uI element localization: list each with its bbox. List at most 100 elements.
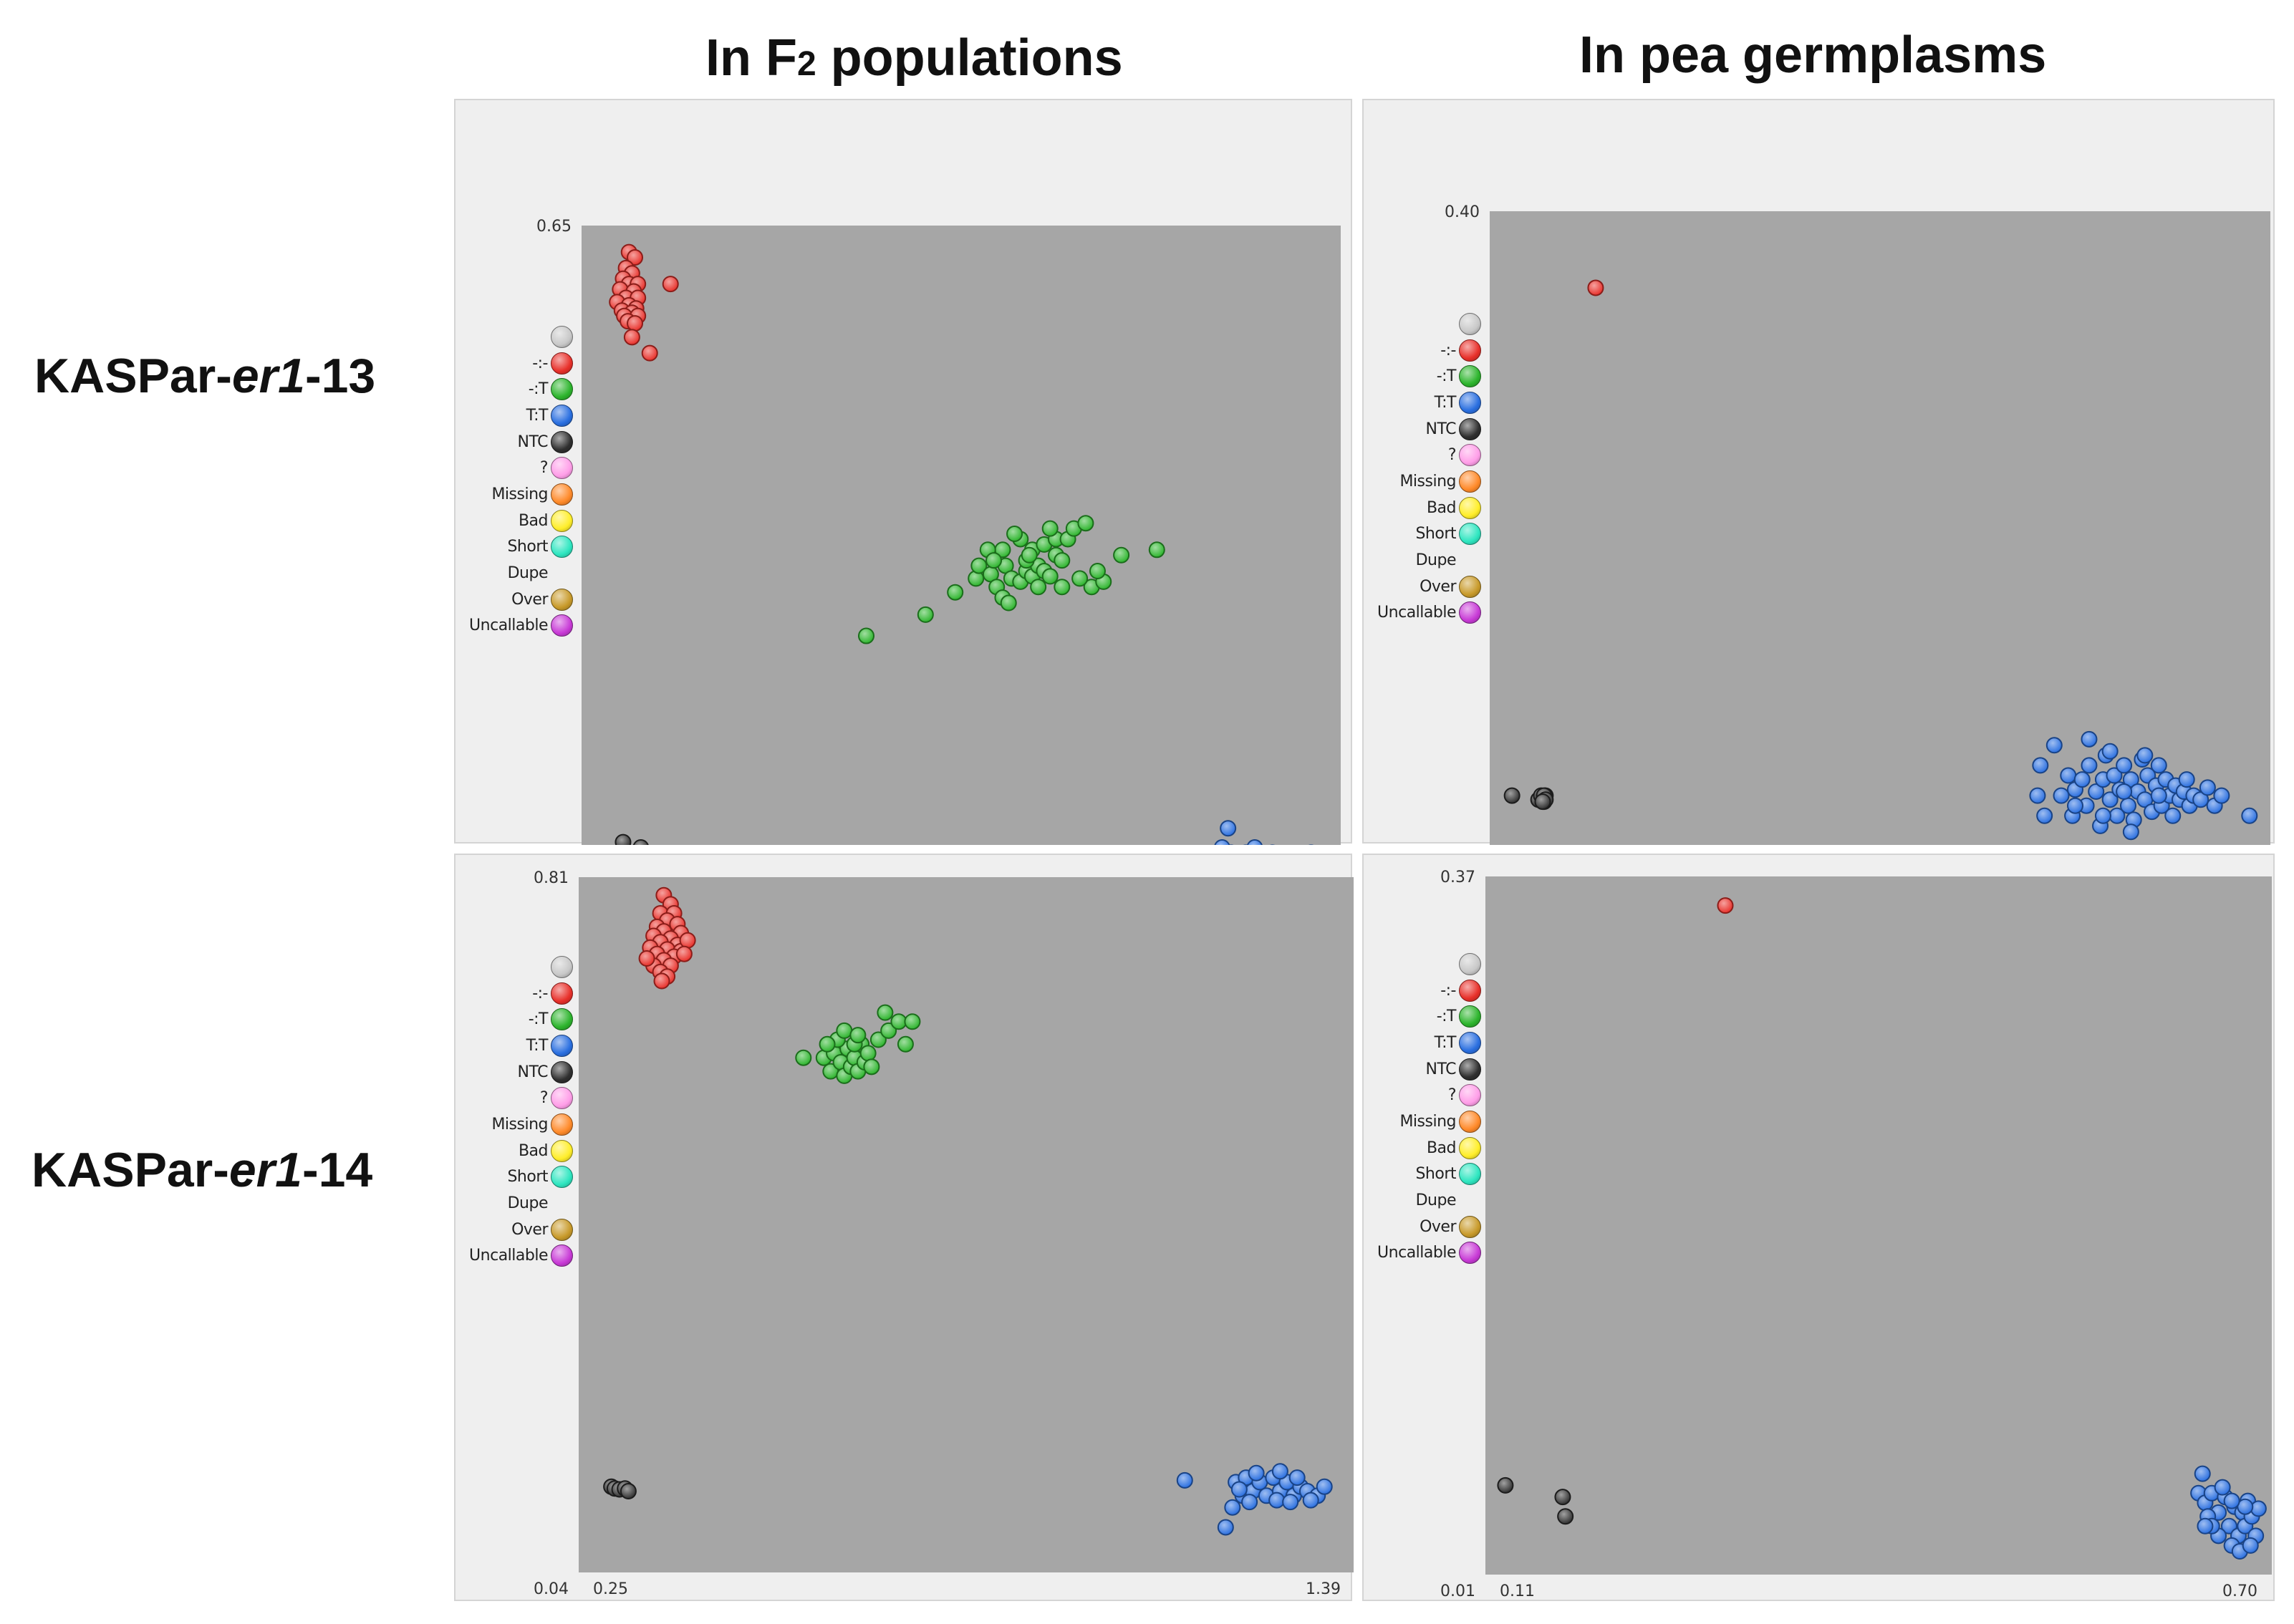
data-point[interactable] bbox=[836, 1022, 853, 1039]
data-point[interactable] bbox=[877, 1004, 894, 1021]
data-point[interactable] bbox=[1217, 1519, 1234, 1536]
legend-item[interactable] bbox=[1364, 951, 1481, 977]
data-point[interactable] bbox=[917, 606, 934, 623]
legend-item[interactable]: Uncallable bbox=[456, 613, 573, 639]
data-point[interactable] bbox=[1000, 594, 1017, 612]
data-point[interactable] bbox=[2150, 787, 2167, 804]
data-point[interactable] bbox=[620, 1483, 637, 1500]
data-point[interactable] bbox=[1241, 1494, 1258, 1511]
legend-item[interactable]: NTC bbox=[456, 429, 573, 455]
data-point[interactable] bbox=[890, 1013, 907, 1030]
legend-item[interactable]: -:- bbox=[1364, 337, 1481, 364]
legend-item[interactable]: T:T bbox=[456, 402, 573, 429]
legend-item[interactable]: ? bbox=[456, 455, 573, 481]
data-point[interactable] bbox=[1054, 552, 1071, 569]
legend-item[interactable]: Missing bbox=[1364, 468, 1481, 495]
data-point[interactable] bbox=[2067, 797, 2083, 814]
data-point[interactable] bbox=[2223, 1492, 2240, 1509]
data-point[interactable] bbox=[985, 552, 1003, 569]
legend-item[interactable]: -:T bbox=[456, 376, 573, 402]
data-point[interactable] bbox=[2088, 783, 2105, 801]
data-point[interactable] bbox=[2197, 1517, 2214, 1534]
data-point[interactable] bbox=[1148, 541, 1165, 559]
data-point[interactable] bbox=[2122, 771, 2139, 788]
data-point[interactable] bbox=[1230, 1481, 1248, 1498]
data-point[interactable] bbox=[1021, 546, 1038, 564]
legend-item[interactable]: NTC bbox=[1364, 416, 1481, 443]
data-point[interactable] bbox=[1503, 787, 1521, 804]
data-point[interactable] bbox=[2178, 771, 2195, 788]
data-point[interactable] bbox=[1288, 1469, 1306, 1487]
legend-item[interactable]: Over bbox=[1364, 1214, 1481, 1240]
data-point[interactable] bbox=[1316, 1478, 1333, 1495]
data-point[interactable] bbox=[2101, 743, 2119, 760]
legend-item[interactable]: -:T bbox=[1364, 1003, 1481, 1030]
data-point[interactable] bbox=[2081, 730, 2098, 748]
legend-item[interactable]: Missing bbox=[456, 1111, 573, 1138]
data-point[interactable] bbox=[2094, 807, 2111, 824]
legend-item[interactable]: -:T bbox=[456, 1006, 573, 1033]
legend-item[interactable]: ? bbox=[456, 1085, 573, 1111]
data-point[interactable] bbox=[1041, 568, 1059, 585]
data-point[interactable] bbox=[2192, 791, 2209, 808]
data-point[interactable] bbox=[679, 932, 696, 949]
data-point[interactable] bbox=[2119, 797, 2136, 814]
legend-item[interactable]: Uncallable bbox=[1364, 600, 1481, 627]
data-point[interactable] bbox=[947, 584, 964, 601]
legend-item[interactable]: Dupe bbox=[1364, 1187, 1481, 1214]
legend-item[interactable]: Dupe bbox=[1364, 547, 1481, 574]
data-point[interactable] bbox=[2214, 1479, 2231, 1496]
data-point[interactable] bbox=[2101, 791, 2119, 808]
data-point[interactable] bbox=[1557, 1508, 1574, 1525]
legend-item[interactable]: -:- bbox=[456, 350, 573, 377]
data-point[interactable] bbox=[1089, 563, 1106, 579]
legend-item[interactable]: -:- bbox=[1364, 977, 1481, 1004]
legend-item[interactable]: Short bbox=[456, 534, 573, 561]
legend-item[interactable] bbox=[456, 954, 573, 980]
data-point[interactable] bbox=[1268, 1492, 1286, 1509]
legend-item[interactable]: T:T bbox=[1364, 1030, 1481, 1056]
data-point[interactable] bbox=[1587, 279, 1604, 296]
data-point[interactable] bbox=[675, 945, 693, 962]
legend-item[interactable] bbox=[1364, 311, 1481, 337]
legend-item[interactable]: T:T bbox=[456, 1033, 573, 1059]
data-point[interactable] bbox=[627, 249, 644, 266]
data-point[interactable] bbox=[795, 1049, 812, 1066]
data-point[interactable] bbox=[2106, 767, 2123, 784]
legend-item[interactable]: Uncallable bbox=[1364, 1240, 1481, 1267]
data-point[interactable] bbox=[859, 1045, 877, 1062]
data-point[interactable] bbox=[1717, 897, 1734, 914]
data-point[interactable] bbox=[1054, 579, 1071, 596]
data-point[interactable] bbox=[1077, 515, 1094, 532]
data-point[interactable] bbox=[1030, 579, 1047, 596]
data-point[interactable] bbox=[2073, 771, 2091, 788]
legend-item[interactable]: T:T bbox=[1364, 390, 1481, 416]
data-point[interactable] bbox=[2081, 757, 2098, 774]
data-point[interactable] bbox=[1497, 1476, 1514, 1494]
data-point[interactable] bbox=[2213, 787, 2230, 804]
legend-item[interactable]: Missing bbox=[1364, 1108, 1481, 1135]
legend-item[interactable]: Bad bbox=[456, 1138, 573, 1164]
legend-item[interactable]: ? bbox=[1364, 1082, 1481, 1108]
data-point[interactable] bbox=[1271, 1463, 1288, 1480]
data-point[interactable] bbox=[2029, 787, 2046, 804]
legend-item[interactable]: -:T bbox=[1364, 363, 1481, 390]
data-point[interactable] bbox=[662, 276, 679, 293]
legend-item[interactable]: NTC bbox=[456, 1059, 573, 1086]
data-point[interactable] bbox=[2036, 807, 2053, 824]
data-point[interactable] bbox=[849, 1027, 867, 1044]
data-point[interactable] bbox=[1224, 1499, 1241, 1516]
data-point[interactable] bbox=[632, 839, 649, 845]
data-point[interactable] bbox=[1006, 526, 1023, 543]
data-point[interactable] bbox=[2032, 757, 2049, 774]
legend-item[interactable]: Short bbox=[456, 1164, 573, 1191]
data-point[interactable] bbox=[641, 344, 658, 362]
data-point[interactable] bbox=[2250, 1500, 2267, 1517]
legend-item[interactable]: ? bbox=[1364, 442, 1481, 468]
data-point[interactable] bbox=[1041, 520, 1059, 537]
data-point[interactable] bbox=[2136, 747, 2154, 764]
data-point[interactable] bbox=[858, 627, 874, 644]
legend-item[interactable]: Bad bbox=[1364, 495, 1481, 521]
data-point[interactable] bbox=[2242, 1537, 2259, 1554]
data-point[interactable] bbox=[2122, 823, 2139, 841]
